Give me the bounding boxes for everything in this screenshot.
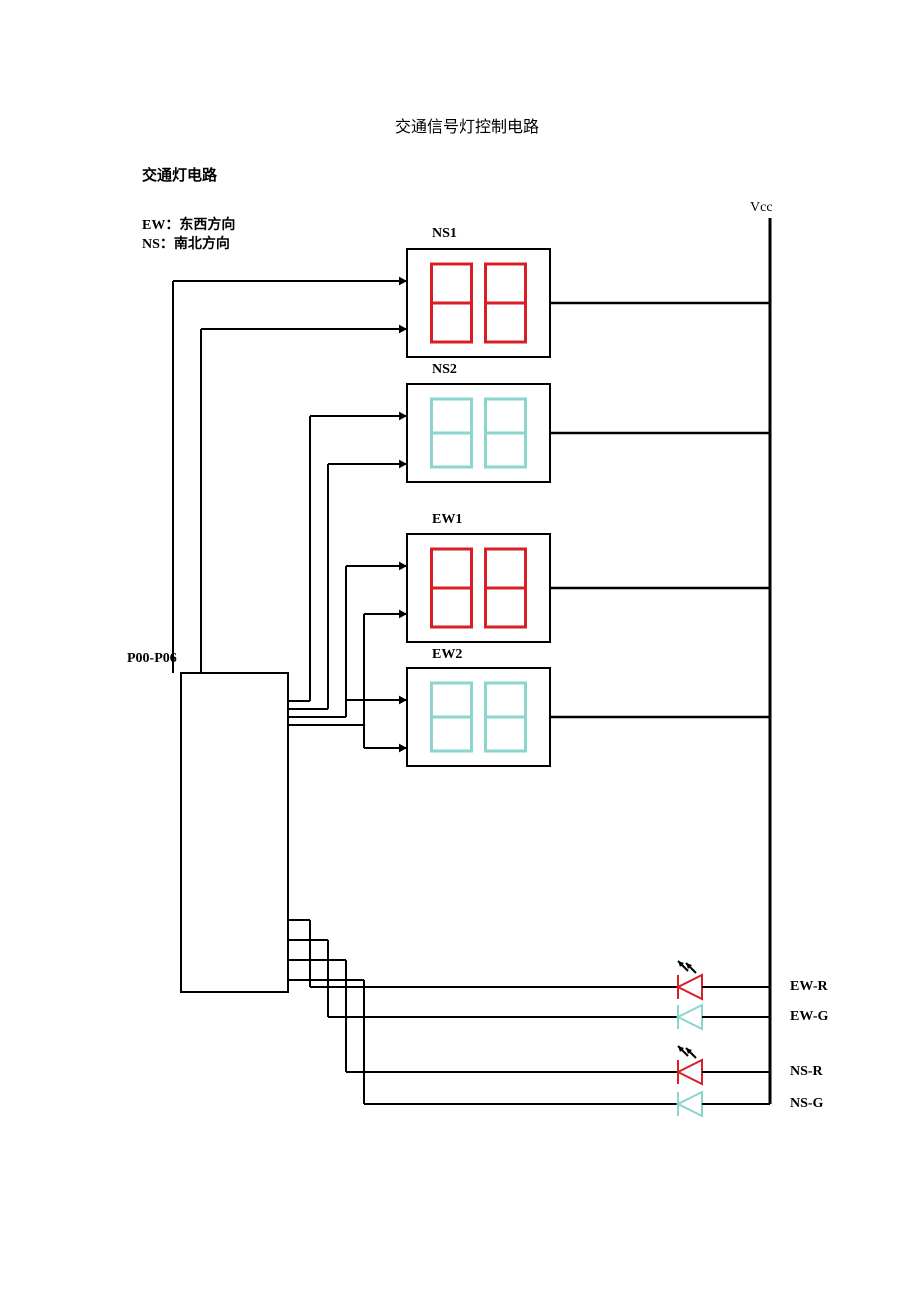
- circuit-diagram-svg: [0, 0, 920, 1302]
- diagram-page: 交通信号灯控制电路 交通灯电路 EW：东西方向 NS：南北方向 Vcc P00-…: [0, 0, 920, 1302]
